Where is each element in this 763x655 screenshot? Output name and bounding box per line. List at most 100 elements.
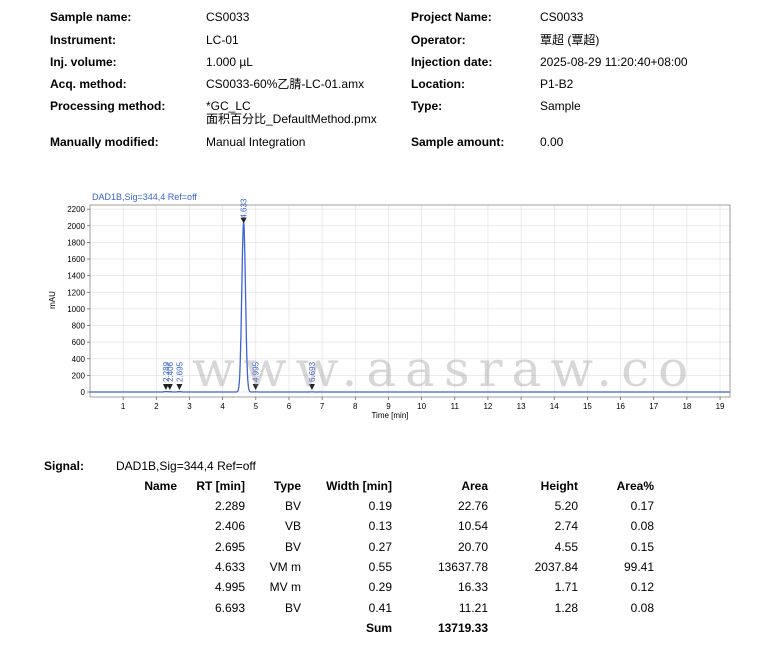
y-tick-label: 400 <box>72 355 86 364</box>
cell-area: 10.54 <box>457 519 488 534</box>
x-tick-label: 8 <box>353 402 358 411</box>
cell-rt: 2.695 <box>214 539 245 554</box>
x-tick-label: 15 <box>583 402 592 411</box>
cell-area: 11.21 <box>458 600 488 615</box>
col-height: Height <box>540 479 578 493</box>
col-width: Width [min] <box>326 479 392 493</box>
cell-height: 4.55 <box>554 539 578 554</box>
y-tick-label: 1800 <box>67 238 85 247</box>
processing-method-value: *GC_LC <box>206 99 251 113</box>
peak-marker <box>176 384 183 390</box>
instrument-label: Instrument: <box>50 33 116 47</box>
peak-marker <box>166 384 173 390</box>
type-label: Type: <box>411 99 443 113</box>
cell-name <box>130 537 177 557</box>
table-row: 2.289 BV 0.19 22.76 5.20 0.17 <box>130 496 654 516</box>
x-tick-label: 16 <box>616 402 625 411</box>
cell-width: 0.13 <box>368 519 392 534</box>
plot-frame <box>89 204 731 398</box>
instrument-value: LC-01 <box>206 33 239 47</box>
cell-area: 20.70 <box>457 539 488 554</box>
table-row: 4.633 VM m 0.55 13637.78 2037.84 99.41 <box>130 557 654 577</box>
x-tick-label: 4 <box>220 402 225 411</box>
x-tick-label: 7 <box>320 402 325 411</box>
sample-amount-value: 0.00 <box>540 135 564 149</box>
cell-width: 0.27 <box>368 539 392 554</box>
cell-area-pct: 0.15 <box>630 539 654 554</box>
peak-label: 2.289 <box>162 361 171 382</box>
col-area-pct: Area% <box>616 479 654 493</box>
y-tick-label: 1200 <box>67 288 85 297</box>
peak-marker <box>308 384 315 390</box>
processing-method-value-line2: 面积百分比_DefaultMethod.pmx <box>206 112 377 126</box>
chart-grid <box>90 205 730 397</box>
cell-rt: 6.693 <box>214 600 245 615</box>
y-tick-label: 200 <box>72 371 86 380</box>
cell-name <box>130 516 177 536</box>
signal-value: DAD1B,Sig=344,4 Ref=off <box>116 459 256 473</box>
cell-area-pct: 0.17 <box>630 499 654 514</box>
y-axis-label: mAU <box>48 291 57 309</box>
cell-height: 2.74 <box>554 519 578 534</box>
operator-value: 覃超 (覃超) <box>540 33 600 47</box>
chromatogram-trace <box>90 222 730 393</box>
y-tick-label: 800 <box>72 322 86 331</box>
x-tick-label: 2 <box>154 402 159 411</box>
peak-marker <box>162 384 169 390</box>
cell-area: 22.76 <box>457 499 488 514</box>
type-value: Sample <box>540 99 581 113</box>
peak-table-header: Name RT [min] Type Width [min] Area Heig… <box>130 476 654 496</box>
x-tick-label: 1 <box>121 402 126 411</box>
cell-rt: 2.406 <box>214 519 245 534</box>
manually-modified-value: Manual Integration <box>206 135 306 149</box>
cell-name <box>130 557 177 577</box>
cell-area-pct: 99.41 <box>623 560 654 575</box>
x-tick-label: 12 <box>483 402 492 411</box>
peak-label: 2.695 <box>175 361 184 382</box>
cell-name <box>130 577 177 597</box>
cell-rt: 4.633 <box>214 560 245 575</box>
y-tick-label: 1400 <box>67 272 85 281</box>
injection-date-value: 2025-08-29 11:20:40+08:00 <box>540 55 688 69</box>
x-tick-label: 18 <box>682 402 691 411</box>
table-row: 4.995 MV m 0.29 16.33 1.71 0.12 <box>130 577 654 597</box>
cell-type: BV <box>284 499 301 514</box>
y-tick-label: 1000 <box>67 305 85 314</box>
peak-label: 4.633 <box>240 198 249 219</box>
cell-rt: 4.995 <box>214 580 245 595</box>
cell-type: MV m <box>269 580 301 595</box>
peak-table: Name RT [min] Type Width [min] Area Heig… <box>130 476 654 638</box>
cell-name <box>130 597 177 617</box>
signal-label: Signal: <box>44 459 85 473</box>
cell-type: BV <box>284 600 301 615</box>
sample-name-value: CS0033 <box>206 10 250 24</box>
col-rt: RT [min] <box>196 479 245 493</box>
sample-name-label: Sample name: <box>50 10 132 24</box>
x-tick-label: 19 <box>716 402 725 411</box>
cell-area-pct: 0.08 <box>630 519 654 534</box>
peak-marker <box>252 384 259 390</box>
cell-area: 13637.78 <box>437 560 488 575</box>
acq-method-label: Acq. method: <box>50 77 127 91</box>
sum-row: Sum 13719.33 <box>130 618 654 638</box>
peak-label: 4.995 <box>252 361 261 382</box>
col-type: Type <box>273 479 301 493</box>
table-row: 2.695 BV 0.27 20.70 4.55 0.15 <box>130 537 654 557</box>
x-tick-label: 10 <box>417 402 426 411</box>
chromatogram-chart: 0 200 400 600 800 1000 1200 1400 1600 1800 2000 220… <box>48 192 731 420</box>
y-tick-label: 2200 <box>67 205 85 214</box>
injection-date-label: Injection date: <box>411 55 493 69</box>
x-tick-label: 17 <box>649 402 658 411</box>
x-tick-label: 14 <box>550 402 559 411</box>
x-tick-label: 13 <box>517 402 526 411</box>
sum-value: 13719.33 <box>437 620 488 635</box>
cell-type: VB <box>284 519 301 534</box>
chart-axes: 0 200 400 600 800 1000 1200 1400 1600 1800 2000 220… <box>67 204 731 411</box>
y-tick-label: 600 <box>72 338 86 347</box>
location-label: Location: <box>411 77 465 91</box>
chart-trace <box>90 222 730 393</box>
peak-label: 6.693 <box>308 361 317 382</box>
x-tick-label: 9 <box>386 402 391 411</box>
location-value: P1-B2 <box>540 77 574 91</box>
